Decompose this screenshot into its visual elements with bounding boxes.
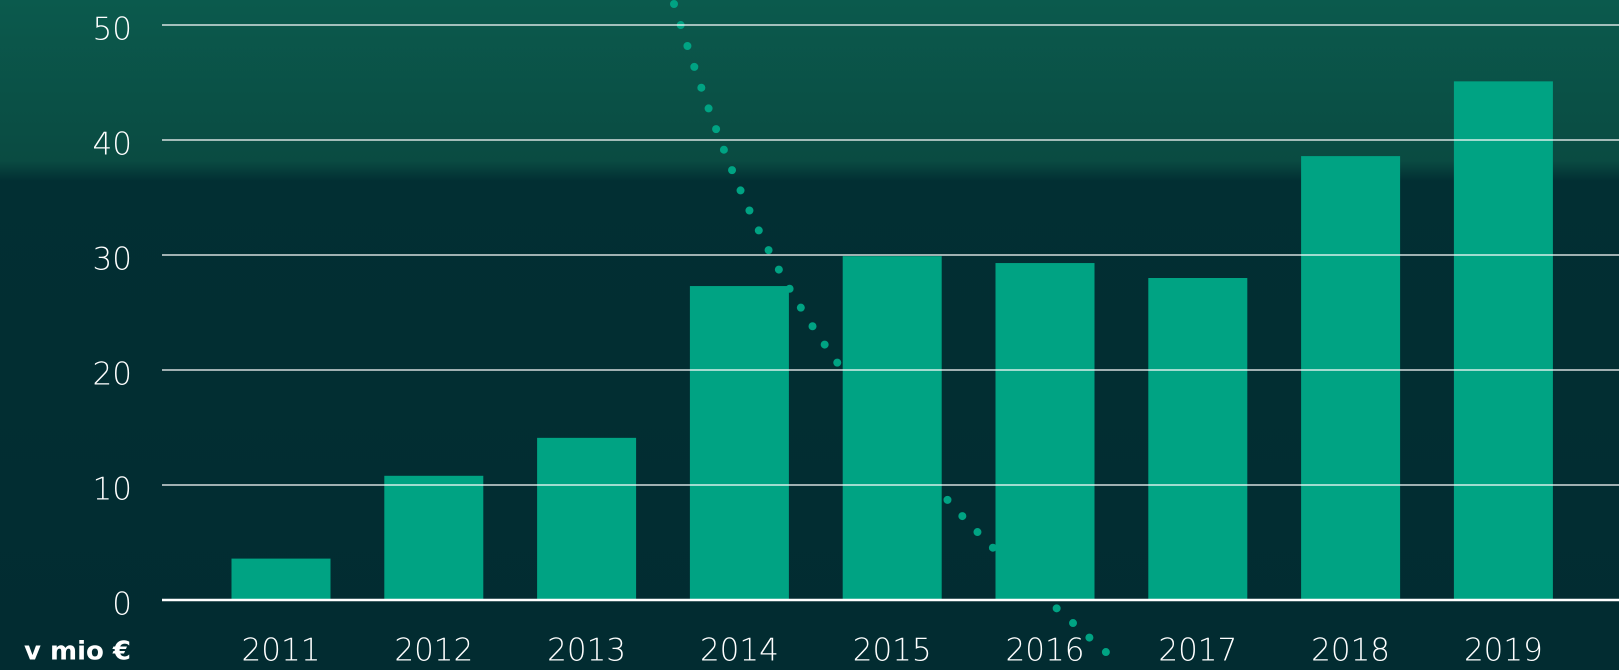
bar — [689, 286, 789, 600]
y-tick-label: 10 — [93, 472, 132, 508]
x-tick-label: 2019 — [1464, 633, 1543, 669]
bar — [995, 263, 1095, 600]
bar — [1453, 81, 1553, 601]
x-tick-label: 2012 — [394, 633, 473, 669]
x-tick-label: 2013 — [547, 633, 626, 669]
x-tick-label: 2011 — [242, 633, 321, 669]
unit-label: v mio € — [24, 637, 131, 667]
y-tick-label: 0 — [112, 587, 132, 623]
bar — [1148, 278, 1248, 600]
bar — [384, 475, 484, 600]
x-tick-label: 2014 — [700, 633, 779, 669]
y-tick-label: 20 — [93, 357, 132, 393]
x-tick-label: 2017 — [1158, 633, 1237, 669]
x-tick-label: 2016 — [1006, 633, 1085, 669]
y-tick-label: 50 — [93, 12, 132, 48]
bar — [231, 558, 331, 600]
bar — [537, 437, 637, 600]
y-tick-label: 30 — [93, 242, 132, 278]
y-tick-label: 40 — [93, 127, 132, 163]
x-tick-label: 2015 — [853, 633, 932, 669]
bar — [1301, 156, 1401, 600]
x-tick-label: 2018 — [1311, 633, 1390, 669]
bar — [842, 256, 942, 600]
